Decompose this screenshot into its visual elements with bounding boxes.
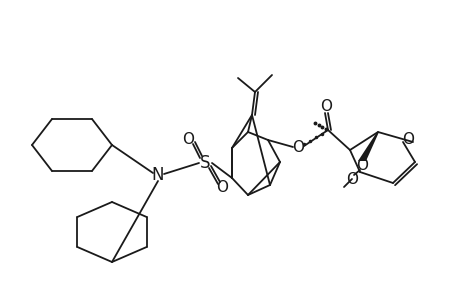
Text: O: O: [355, 158, 367, 172]
Text: O: O: [319, 98, 331, 113]
Text: O: O: [291, 140, 303, 155]
Polygon shape: [357, 132, 378, 161]
Text: O: O: [345, 172, 357, 187]
Text: O: O: [401, 133, 413, 148]
Text: O: O: [182, 133, 194, 148]
Text: O: O: [216, 181, 228, 196]
Text: N: N: [151, 166, 164, 184]
Text: S: S: [199, 154, 210, 172]
